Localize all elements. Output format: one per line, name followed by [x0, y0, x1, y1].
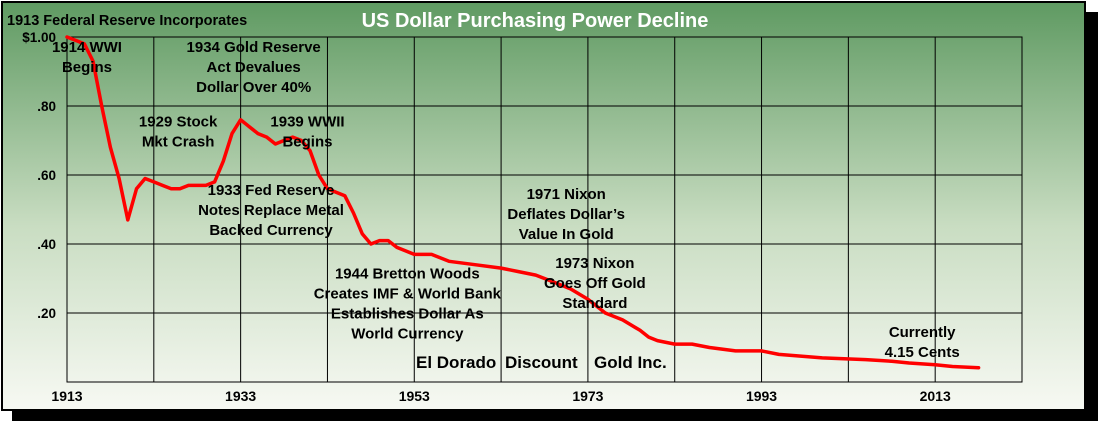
y-tick-label: .60 — [37, 168, 56, 183]
x-tick-label: 1993 — [746, 388, 777, 404]
annotation-line: Currently — [889, 324, 956, 341]
annotations: 1914 WWI Begins 1934 Gold Reserve Act Deval… — [52, 39, 960, 361]
grid-lines — [66, 36, 1023, 382]
annotation-line: 1933 Fed Reserve — [208, 182, 335, 199]
annotation-line: 4.15 Cents — [885, 344, 960, 361]
x-tick-label: 1933 — [225, 388, 256, 404]
y-tick-label: .80 — [37, 99, 56, 114]
credit-text-2: Discount — [505, 353, 578, 372]
annotation-line: Act Devalues — [207, 59, 301, 76]
annotation-line: Deflates Dollar’s — [507, 206, 625, 223]
series-line-0 — [65, 35, 981, 370]
x-tick-label: 2013 — [920, 388, 951, 404]
annotation-line: Backed Currency — [209, 222, 333, 239]
annotation-line: Begins — [282, 134, 332, 151]
annotation-1: 1934 Gold Reserve Act Devalues Dollar Over… — [187, 39, 321, 96]
corner-note: 1913 Federal Reserve Incorporates — [7, 13, 247, 29]
x-tick-label: 1973 — [572, 388, 603, 404]
annotation-line: 1939 WWII — [270, 114, 344, 131]
annotation-line: Dollar Over 40% — [196, 79, 311, 96]
annotation-line: 1929 Stock — [139, 114, 218, 131]
annotation-line: 1934 Gold Reserve — [187, 39, 321, 56]
annotation-line: Standard — [562, 295, 627, 312]
annotation-line: 1914 WWI — [52, 39, 122, 56]
tick-labels: $1.00 .80 .60 .40 .20 1913 1933 1953 1973 1993 201… — [22, 30, 951, 404]
chart-background — [1, 1, 1086, 411]
annotation-line: 1971 Nixon — [527, 186, 606, 203]
y-tick-label: $1.00 — [22, 30, 56, 45]
y-tick-label: .20 — [37, 306, 56, 321]
annotation-4: 1933 Fed Reserve Notes Replace Metal Backe… — [198, 182, 344, 239]
annotation-line: Mkt Crash — [142, 134, 215, 151]
chart-title: US Dollar Purchasing Power Decline — [362, 10, 709, 32]
x-tick-label: 1913 — [51, 388, 82, 404]
annotation-line: Establishes Dollar As — [331, 306, 484, 323]
annotation-line: Notes Replace Metal — [198, 202, 344, 219]
annotation-line: Begins — [62, 59, 112, 76]
annotation-line: 1944 Bretton Woods — [335, 266, 480, 283]
credit-text-3: Gold Inc. — [594, 353, 667, 372]
annotation-8: Currently 4.15 Cents — [885, 324, 960, 361]
annotation-7: 1944 Bretton Woods Creates IMF & World Ba… — [314, 266, 502, 343]
annotation-0: 1914 WWI Begins — [52, 39, 122, 76]
y-tick-label: .40 — [37, 237, 56, 252]
x-tick-label: 1953 — [399, 388, 430, 404]
annotation-line: Value In Gold — [519, 226, 614, 243]
series-layer — [65, 35, 981, 370]
annotation-line: Creates IMF & World Bank — [314, 286, 502, 303]
annotation-3: 1939 WWII Begins — [270, 114, 344, 151]
annotation-line: 1973 Nixon — [555, 255, 634, 272]
annotation-5: 1971 Nixon Deflates Dollar’s Value In Gold — [507, 186, 625, 243]
annotation-2: 1929 Stock Mkt Crash — [139, 114, 218, 151]
annotation-line: Goes Off Gold — [544, 275, 646, 292]
credit-text-1: El Dorado — [416, 353, 496, 372]
annotation-line: World Currency — [351, 326, 464, 343]
annotation-6: 1973 Nixon Goes Off Gold Standard — [544, 255, 646, 312]
